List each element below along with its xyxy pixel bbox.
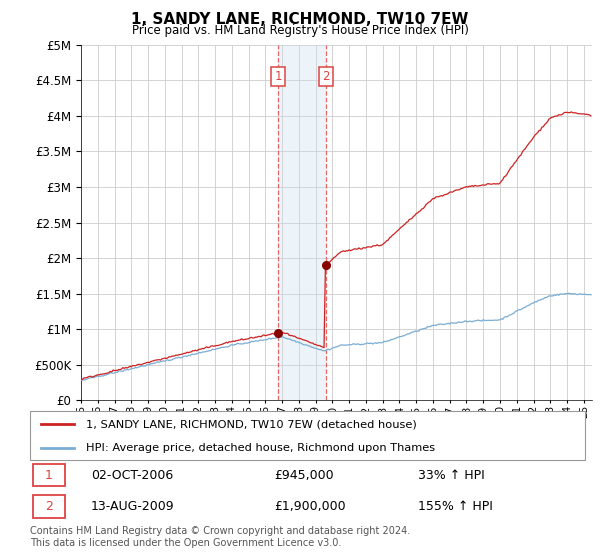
Bar xyxy=(278,45,326,400)
Text: HPI: Average price, detached house, Richmond upon Thames: HPI: Average price, detached house, Rich… xyxy=(86,443,434,453)
Text: 13-AUG-2009: 13-AUG-2009 xyxy=(91,500,175,513)
Text: 1, SANDY LANE, RICHMOND, TW10 7EW: 1, SANDY LANE, RICHMOND, TW10 7EW xyxy=(131,12,469,27)
Text: 2: 2 xyxy=(322,71,330,83)
Text: 1: 1 xyxy=(45,469,53,482)
Text: 02-OCT-2006: 02-OCT-2006 xyxy=(91,469,173,482)
Text: 1, SANDY LANE, RICHMOND, TW10 7EW (detached house): 1, SANDY LANE, RICHMOND, TW10 7EW (detac… xyxy=(86,419,416,430)
Text: 33% ↑ HPI: 33% ↑ HPI xyxy=(419,469,485,482)
Text: Price paid vs. HM Land Registry's House Price Index (HPI): Price paid vs. HM Land Registry's House … xyxy=(131,24,469,37)
Text: £1,900,000: £1,900,000 xyxy=(274,500,346,513)
Text: 1: 1 xyxy=(274,71,281,83)
FancyBboxPatch shape xyxy=(33,496,65,517)
FancyBboxPatch shape xyxy=(33,464,65,486)
Text: 155% ↑ HPI: 155% ↑ HPI xyxy=(419,500,493,513)
Text: £945,000: £945,000 xyxy=(274,469,334,482)
Text: 2: 2 xyxy=(45,500,53,513)
FancyBboxPatch shape xyxy=(30,411,585,460)
Text: Contains HM Land Registry data © Crown copyright and database right 2024.
This d: Contains HM Land Registry data © Crown c… xyxy=(30,526,410,548)
